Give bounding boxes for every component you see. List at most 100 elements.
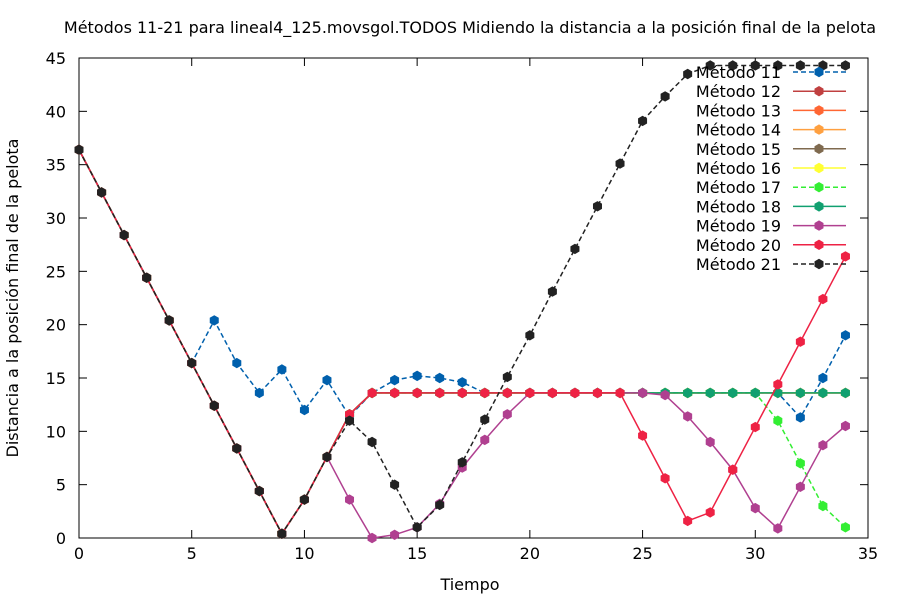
y-tick-label: 10 — [46, 422, 66, 441]
legend-swatch-marker — [814, 124, 824, 135]
data-point — [818, 372, 828, 384]
data-point — [660, 91, 670, 102]
data-point — [592, 387, 602, 399]
data-point — [728, 387, 738, 399]
series-line — [78, 149, 847, 419]
data-point — [480, 387, 490, 399]
data-point — [187, 357, 197, 369]
data-point — [457, 387, 467, 399]
data-point — [457, 377, 467, 388]
data-point — [795, 336, 805, 347]
legend-label: Método 21 — [696, 255, 781, 274]
data-point — [390, 387, 400, 399]
data-point — [818, 440, 828, 451]
data-point — [750, 60, 760, 71]
data-point — [299, 404, 309, 416]
plot-frame — [78, 57, 869, 539]
data-point — [615, 158, 625, 169]
data-point — [840, 420, 850, 432]
data-point — [277, 528, 287, 539]
data-point — [818, 387, 828, 399]
data-point — [547, 387, 557, 399]
data-point — [840, 522, 850, 533]
data-point — [570, 243, 580, 255]
data-point — [435, 387, 445, 399]
data-point — [480, 414, 490, 425]
data-point — [119, 229, 129, 241]
data-point — [683, 515, 693, 527]
y-axis-label: Distancia a la posición final de la pelo… — [3, 139, 22, 458]
y-tick-label: 45 — [46, 49, 66, 68]
legend-label: Método 14 — [696, 121, 781, 140]
legend-swatch-marker — [814, 239, 824, 250]
data-point — [390, 529, 400, 540]
data-point — [683, 387, 693, 399]
legend-swatch-marker — [814, 258, 824, 270]
x-tick-label: 0 — [74, 544, 84, 563]
data-point — [390, 374, 400, 386]
data-point — [209, 315, 219, 326]
data-point — [164, 315, 174, 326]
data-point — [683, 411, 693, 422]
data-point — [97, 187, 107, 198]
legend-label: Método 18 — [696, 197, 781, 216]
legend-swatch-marker — [814, 66, 824, 78]
data-point — [638, 387, 648, 399]
data-point — [705, 507, 715, 518]
legend-swatch-marker — [814, 162, 824, 174]
data-point — [367, 532, 377, 544]
data-point — [435, 372, 445, 384]
legend-swatch-marker — [814, 220, 824, 231]
data-point — [795, 412, 805, 423]
data-point — [367, 436, 377, 448]
x-axis-ticks: 0 5 10 15 20 25 30 35 — [74, 58, 878, 563]
data-point — [435, 499, 445, 511]
y-tick-label: 5 — [56, 476, 66, 495]
x-axis-label: Tiempo — [439, 575, 499, 594]
legend-label: Método 15 — [696, 140, 781, 159]
data-point — [750, 421, 760, 433]
data-point — [840, 387, 850, 399]
data-point — [299, 494, 309, 505]
y-tick-label: 40 — [46, 102, 66, 121]
data-point — [209, 400, 219, 411]
data-point — [322, 374, 332, 386]
data-point — [615, 387, 625, 399]
x-tick-label: 15 — [407, 544, 427, 563]
data-point — [74, 144, 84, 155]
y-tick-label: 30 — [46, 209, 66, 228]
data-point — [345, 415, 355, 426]
data-point — [705, 60, 715, 71]
data-point — [750, 502, 760, 514]
data-point — [795, 387, 805, 399]
legend-label: Método 16 — [696, 159, 781, 178]
data-point — [840, 60, 850, 71]
y-tick-label: 25 — [46, 262, 66, 281]
y-tick-label: 15 — [46, 369, 66, 388]
legend-swatch-marker — [814, 143, 824, 154]
data-point — [638, 430, 648, 441]
y-tick-label: 35 — [46, 156, 66, 175]
data-point — [728, 60, 738, 71]
data-point — [232, 357, 242, 369]
data-point — [795, 60, 805, 71]
data-point — [773, 387, 783, 399]
data-point — [773, 60, 783, 71]
legend-label: Método 13 — [696, 101, 781, 120]
x-tick-label: 10 — [294, 544, 314, 563]
data-point — [412, 387, 422, 399]
data-point — [818, 500, 828, 512]
y-axis-ticks: 0 5 10 15 20 25 30 35 40 45 — [46, 49, 868, 548]
data-point — [277, 364, 287, 375]
data-point — [367, 387, 377, 399]
data-point — [660, 389, 670, 401]
data-point — [728, 464, 738, 475]
legend-swatch-marker — [814, 86, 824, 97]
legend-label: Método 19 — [696, 217, 781, 236]
data-point — [547, 286, 557, 297]
series-layer — [74, 60, 850, 544]
data-point — [638, 115, 648, 127]
x-tick-label: 20 — [520, 544, 540, 563]
series-m-todo-21 — [74, 60, 850, 539]
